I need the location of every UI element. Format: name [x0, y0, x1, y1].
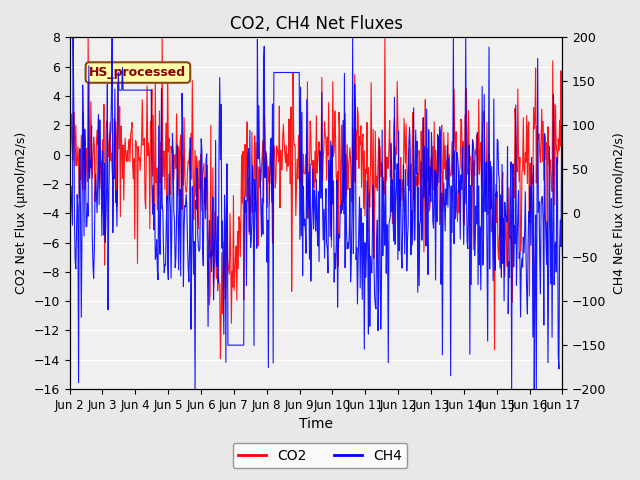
Title: CO2, CH4 Net Fluxes: CO2, CH4 Net Fluxes	[230, 15, 403, 33]
Text: HS_processed: HS_processed	[90, 66, 186, 79]
Y-axis label: CH4 Net Flux (nmol/m2/s): CH4 Net Flux (nmol/m2/s)	[612, 132, 625, 294]
Y-axis label: CO2 Net Flux (μmol/m2/s): CO2 Net Flux (μmol/m2/s)	[15, 132, 28, 294]
X-axis label: Time: Time	[299, 418, 333, 432]
Legend: CO2, CH4: CO2, CH4	[232, 443, 408, 468]
